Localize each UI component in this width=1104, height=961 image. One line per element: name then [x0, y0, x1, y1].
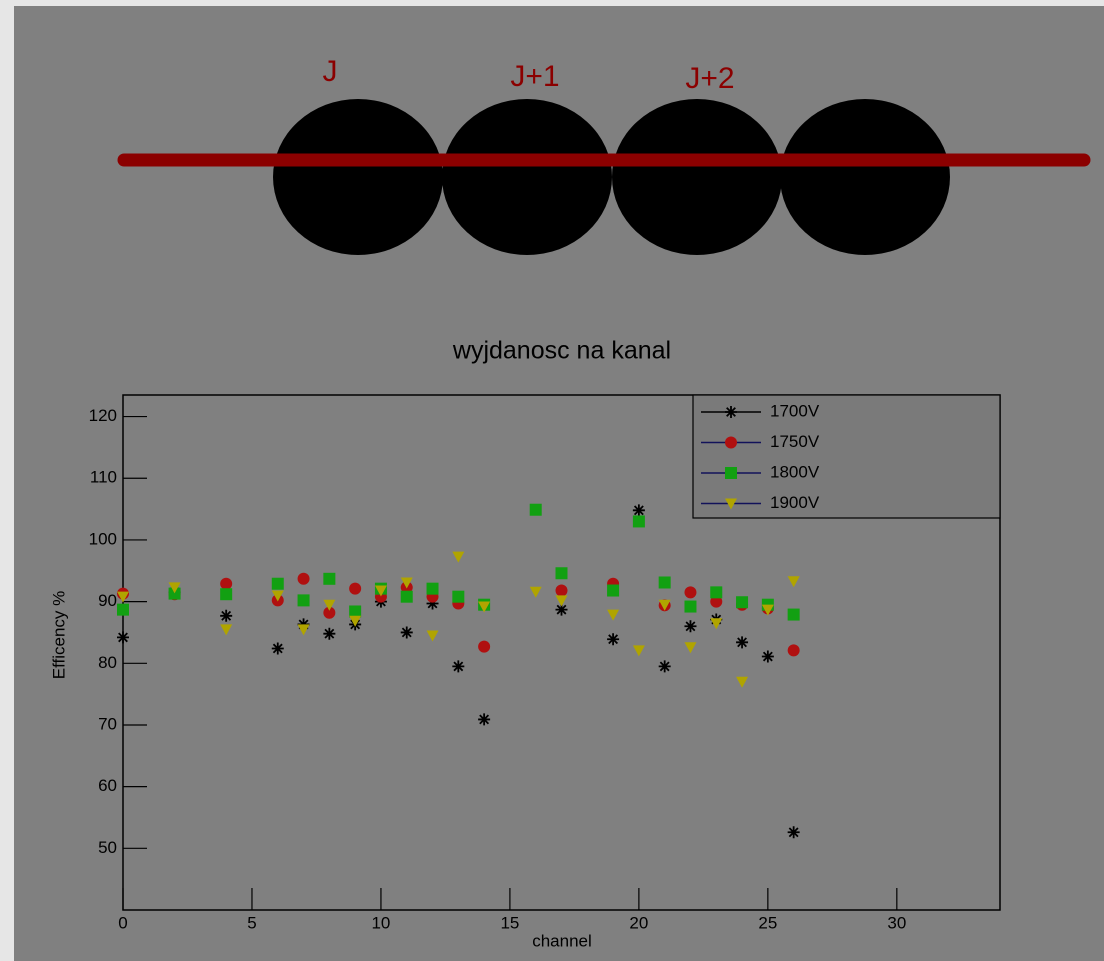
legend-marker	[725, 406, 737, 418]
marker	[633, 504, 645, 516]
marker	[530, 504, 542, 516]
marker	[272, 578, 284, 590]
marker	[298, 624, 310, 635]
circle	[612, 99, 782, 255]
legend-label: 1700V	[770, 401, 820, 420]
marker	[401, 591, 413, 603]
x-tick-label: 25	[758, 913, 777, 932]
x-tick-label: 5	[247, 913, 256, 932]
marker	[220, 578, 232, 590]
left-margin	[0, 0, 14, 961]
x-tick-label: 0	[118, 913, 127, 932]
legend-box	[693, 395, 1000, 518]
circle	[273, 99, 443, 255]
marker	[117, 631, 129, 643]
legend: 1700V 1750V 1800V 1900V	[693, 395, 1000, 518]
y-axis-label: Efficency %	[49, 591, 68, 680]
marker	[659, 660, 671, 672]
marker	[684, 586, 696, 598]
y-tick-label: 110	[90, 468, 117, 487]
marker	[684, 601, 696, 613]
x-tick-label: 15	[500, 913, 519, 932]
marker	[478, 641, 490, 653]
marker	[607, 585, 619, 597]
marker	[298, 573, 310, 585]
marker	[298, 594, 310, 606]
y-tick-label: 60	[98, 776, 117, 795]
marker	[556, 595, 568, 606]
page: J J+1 J+2 wyjdanosc na kanal channel Eff…	[0, 0, 1104, 961]
marker	[349, 583, 361, 595]
marker	[349, 605, 361, 617]
marker	[736, 677, 748, 688]
y-tick-label: 120	[89, 406, 117, 425]
y-tick-label: 100	[89, 529, 117, 548]
legend-label: 1750V	[770, 432, 820, 451]
marker	[788, 576, 800, 587]
marker	[556, 567, 568, 579]
x-tick-label: 30	[887, 913, 906, 932]
marker	[607, 610, 619, 621]
marker	[530, 587, 542, 598]
circle	[780, 99, 950, 255]
marker	[736, 636, 748, 648]
marker	[684, 642, 696, 653]
marker	[556, 585, 568, 597]
diagram: J J+1 J+2	[124, 55, 1084, 255]
marker	[220, 610, 232, 622]
y-tick-label: 80	[98, 653, 117, 672]
x-tick-label: 10	[371, 913, 390, 932]
marker	[788, 609, 800, 621]
marker	[220, 624, 232, 635]
marker	[272, 642, 284, 654]
marker	[684, 620, 696, 632]
diagram-label: J	[323, 55, 338, 88]
legend-marker	[725, 467, 737, 479]
legend-label: 1900V	[770, 493, 820, 512]
marker	[117, 604, 129, 616]
marker	[427, 631, 439, 642]
y-tick-label: 90	[98, 591, 117, 610]
marker	[323, 573, 335, 585]
diagram-label: J+2	[685, 62, 734, 95]
marker	[478, 713, 490, 725]
figure: J J+1 J+2 wyjdanosc na kanal channel Eff…	[0, 0, 1104, 961]
diagram-label: J+1	[510, 60, 559, 93]
legend-marker	[725, 437, 737, 449]
marker	[762, 651, 774, 663]
marker	[220, 588, 232, 600]
y-tick-label: 70	[98, 714, 117, 733]
marker	[736, 596, 748, 608]
x-tick-label: 20	[629, 913, 648, 932]
marker	[659, 576, 671, 588]
marker	[323, 628, 335, 640]
y-tick-label: 50	[98, 838, 117, 857]
marker	[607, 633, 619, 645]
top-margin	[14, 0, 1104, 6]
marker	[452, 552, 464, 563]
circle	[442, 99, 612, 255]
marker	[788, 826, 800, 838]
marker	[452, 660, 464, 672]
legend-label: 1800V	[770, 462, 820, 481]
marker	[633, 645, 645, 656]
x-axis-label: channel	[532, 931, 592, 950]
marker	[401, 626, 413, 638]
marker	[788, 644, 800, 656]
marker	[710, 586, 722, 598]
marker	[452, 591, 464, 603]
chart-title: wyjdanosc na kanal	[452, 337, 671, 365]
marker	[427, 583, 439, 595]
marker	[633, 515, 645, 527]
